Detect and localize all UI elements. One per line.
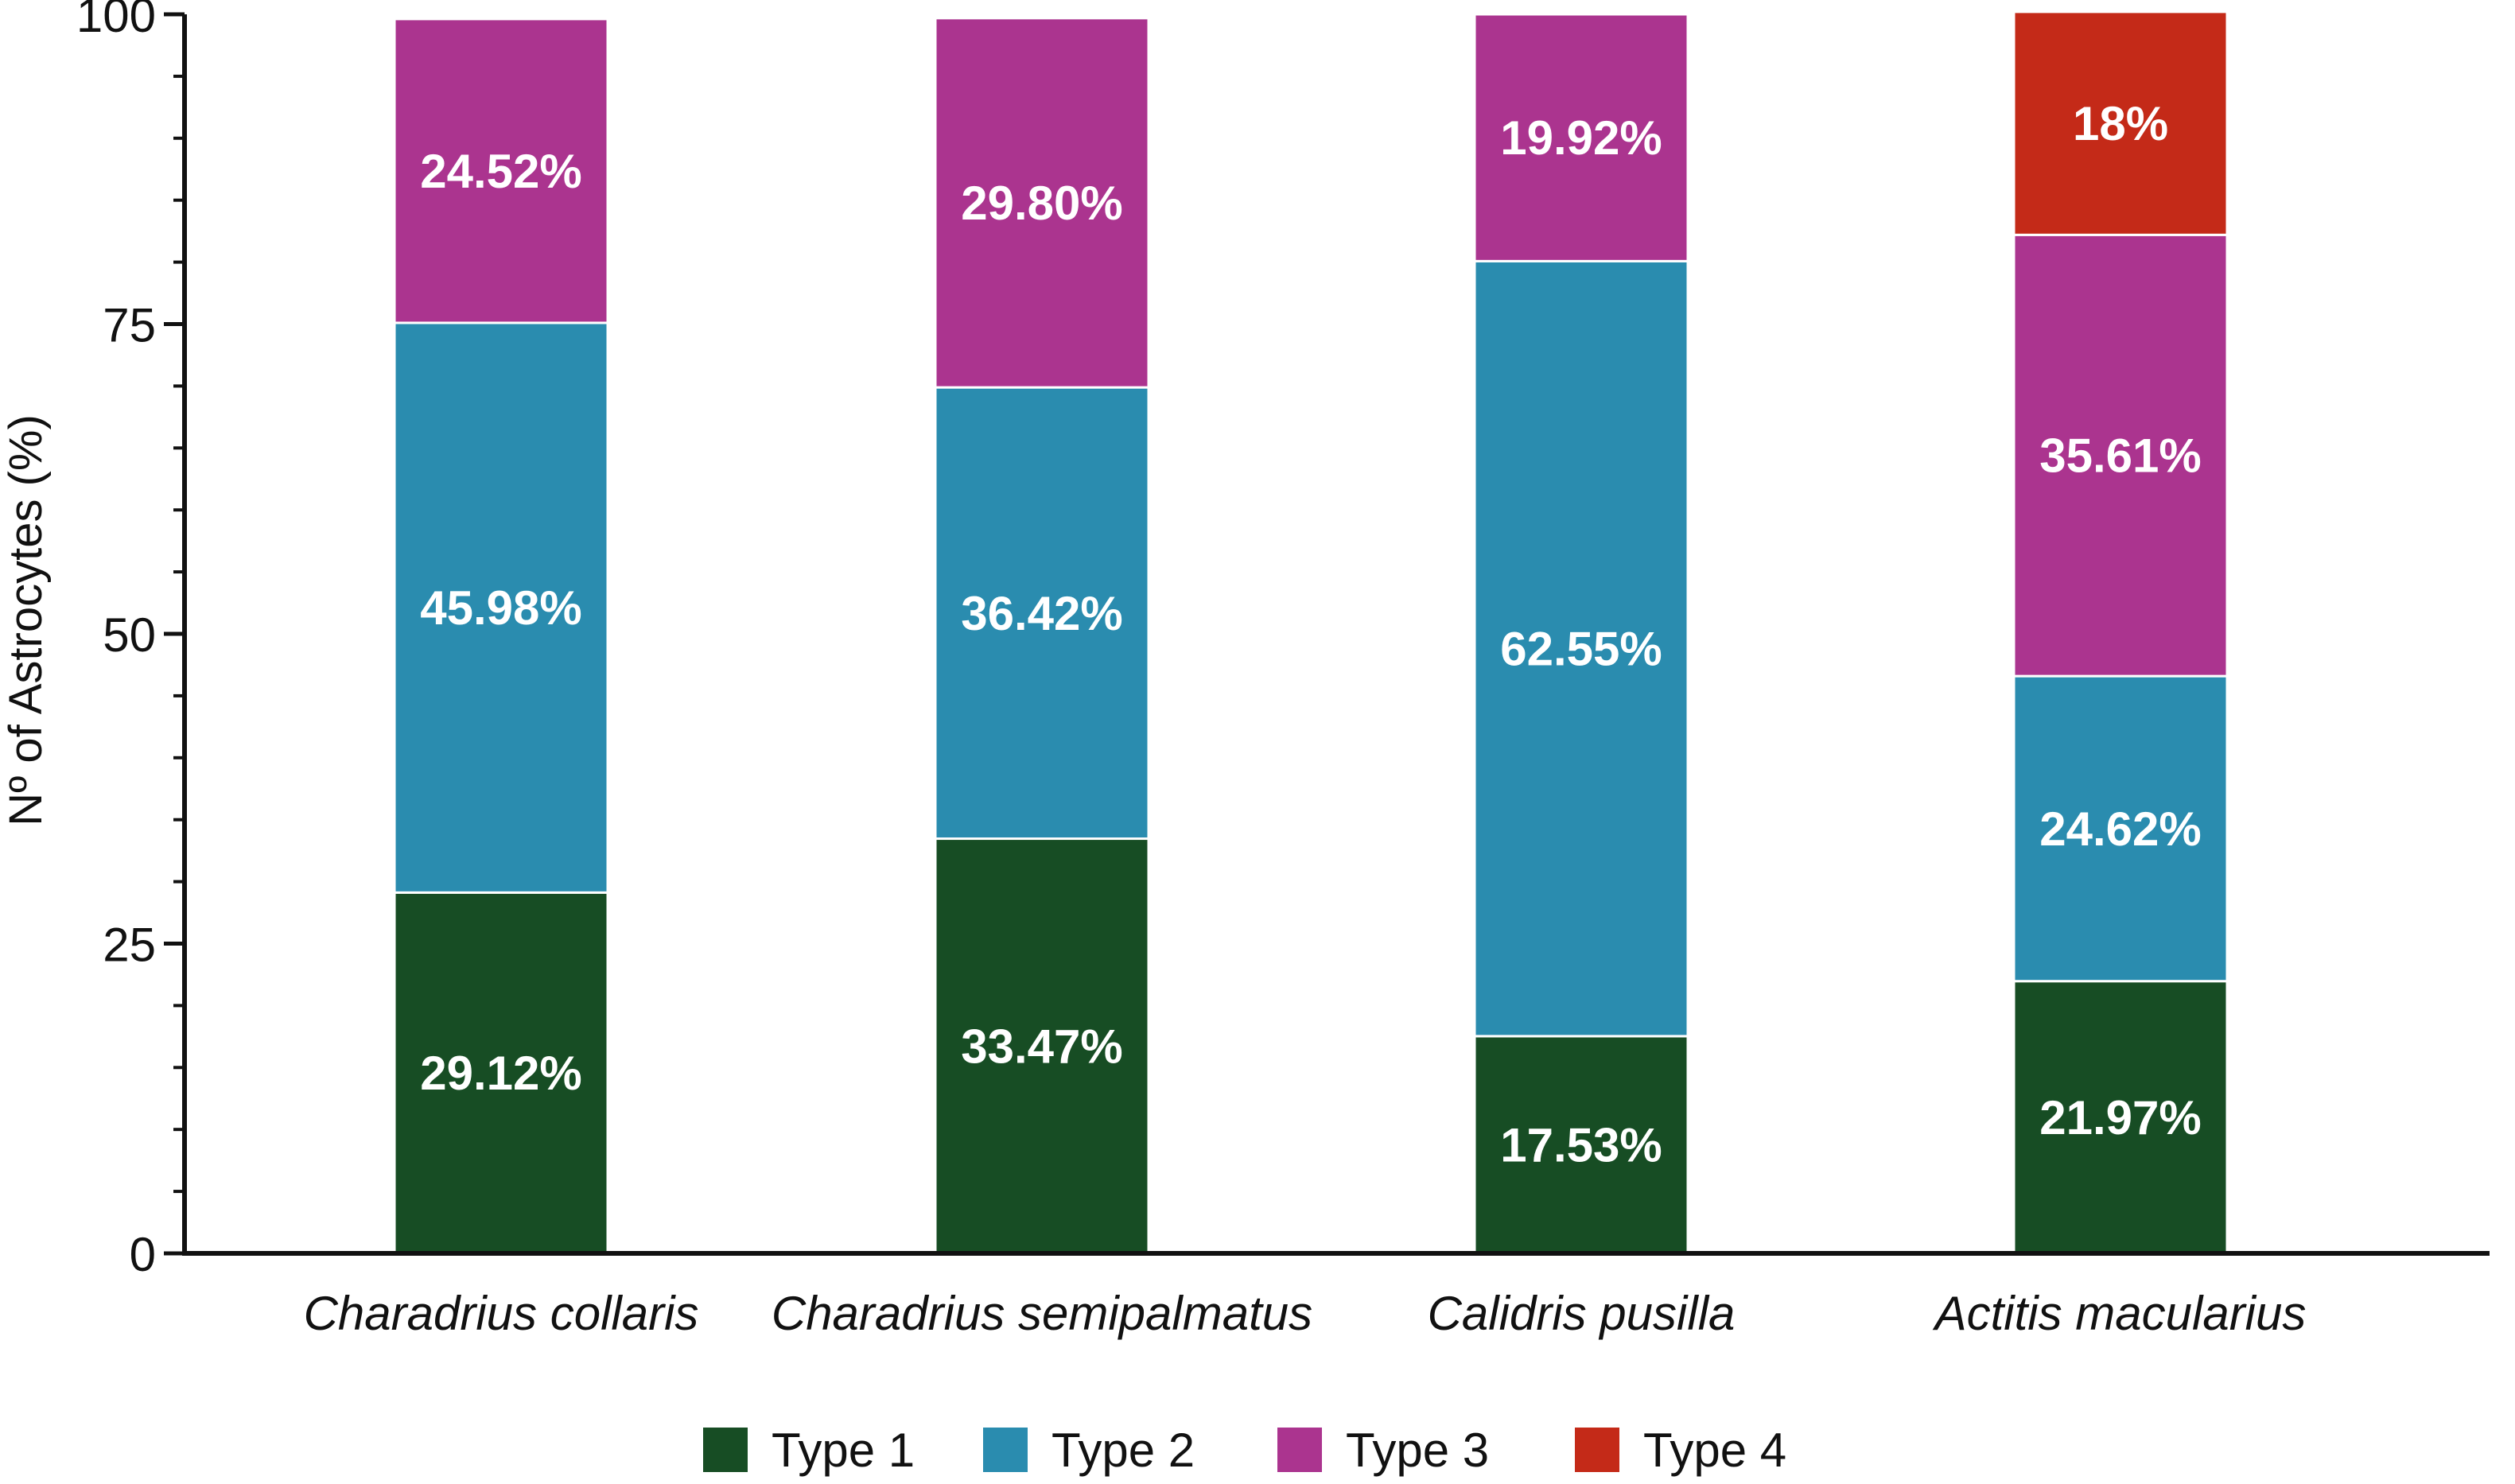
legend-swatch-type-4	[1575, 1428, 1619, 1472]
segment-value-label: 17.53%	[1500, 1118, 1662, 1171]
segment-value-label: 45.98%	[420, 581, 582, 635]
legend-swatch-type-1	[703, 1428, 748, 1472]
legend-label-type-1: Type 1	[772, 1424, 915, 1477]
y-tick-label: 50	[103, 608, 156, 662]
bar-segment-4-4	[2012, 10, 2229, 236]
y-tick-label: 0	[130, 1228, 156, 1281]
x-category-label: Charadrius semipalmatus	[772, 1287, 1312, 1340]
x-category-label: Charadrius collaris	[304, 1287, 699, 1340]
bar-segment-1-1	[393, 891, 609, 1255]
bar-segment-2-2	[934, 386, 1150, 841]
y-tick-label: 100	[76, 0, 156, 42]
bar-segment-3-1	[393, 17, 609, 324]
bar-segment-1-2	[934, 837, 1150, 1255]
y-axis-title: Nº of Astrocytes (%)	[0, 414, 52, 826]
segment-value-label: 21.97%	[2039, 1091, 2202, 1144]
legend-label-type-4: Type 4	[1643, 1424, 1786, 1477]
bars-layer	[393, 10, 2229, 1255]
segment-value-label: 29.80%	[961, 177, 1123, 230]
segment-value-label: 24.62%	[2039, 802, 2202, 856]
bar-segment-3-2	[934, 17, 1150, 389]
y-tick-label: 75	[103, 299, 156, 352]
segment-value-label: 62.55%	[1500, 623, 1662, 676]
legend-label-type-3: Type 3	[1346, 1424, 1489, 1477]
bar-segment-3-4	[2012, 233, 2229, 678]
legend-swatch-type-3	[1277, 1428, 1322, 1472]
bar-segment-1-3	[1473, 1035, 1689, 1255]
x-category-labels: Charadrius collaris Charadrius semipalmat…	[304, 1287, 2307, 1340]
bar-segment-3-3	[1473, 13, 1689, 262]
legend: Type 1 Type 2 Type 3 Type 4	[703, 1424, 1786, 1477]
segment-value-label: 24.52%	[420, 145, 582, 198]
segment-value-label: 35.61%	[2039, 429, 2202, 483]
x-category-label: Actitis macularius	[1933, 1287, 2307, 1340]
y-ticks-layer: 0 25 50 75 100	[76, 0, 185, 1281]
legend-swatch-type-2	[983, 1428, 1028, 1472]
segment-value-label: 18%	[2073, 97, 2168, 150]
bar-segment-1-4	[2012, 980, 2229, 1255]
x-category-label: Calidris pusilla	[1428, 1287, 1736, 1340]
segment-value-label: 19.92%	[1500, 111, 1662, 165]
bar-segment-2-4	[2012, 674, 2229, 983]
segment-labels-layer: 29.12% 45.98% 24.52% 33.47% 36.42% 29.80% 17.5…	[420, 97, 2202, 1171]
bar-segment-2-3	[1473, 259, 1689, 1038]
segment-value-label: 29.12%	[420, 1047, 582, 1100]
segment-value-label: 36.42%	[961, 587, 1123, 640]
segment-value-label: 33.47%	[961, 1020, 1123, 1073]
legend-label-type-2: Type 2	[1051, 1424, 1195, 1477]
y-tick-label: 25	[103, 919, 156, 972]
